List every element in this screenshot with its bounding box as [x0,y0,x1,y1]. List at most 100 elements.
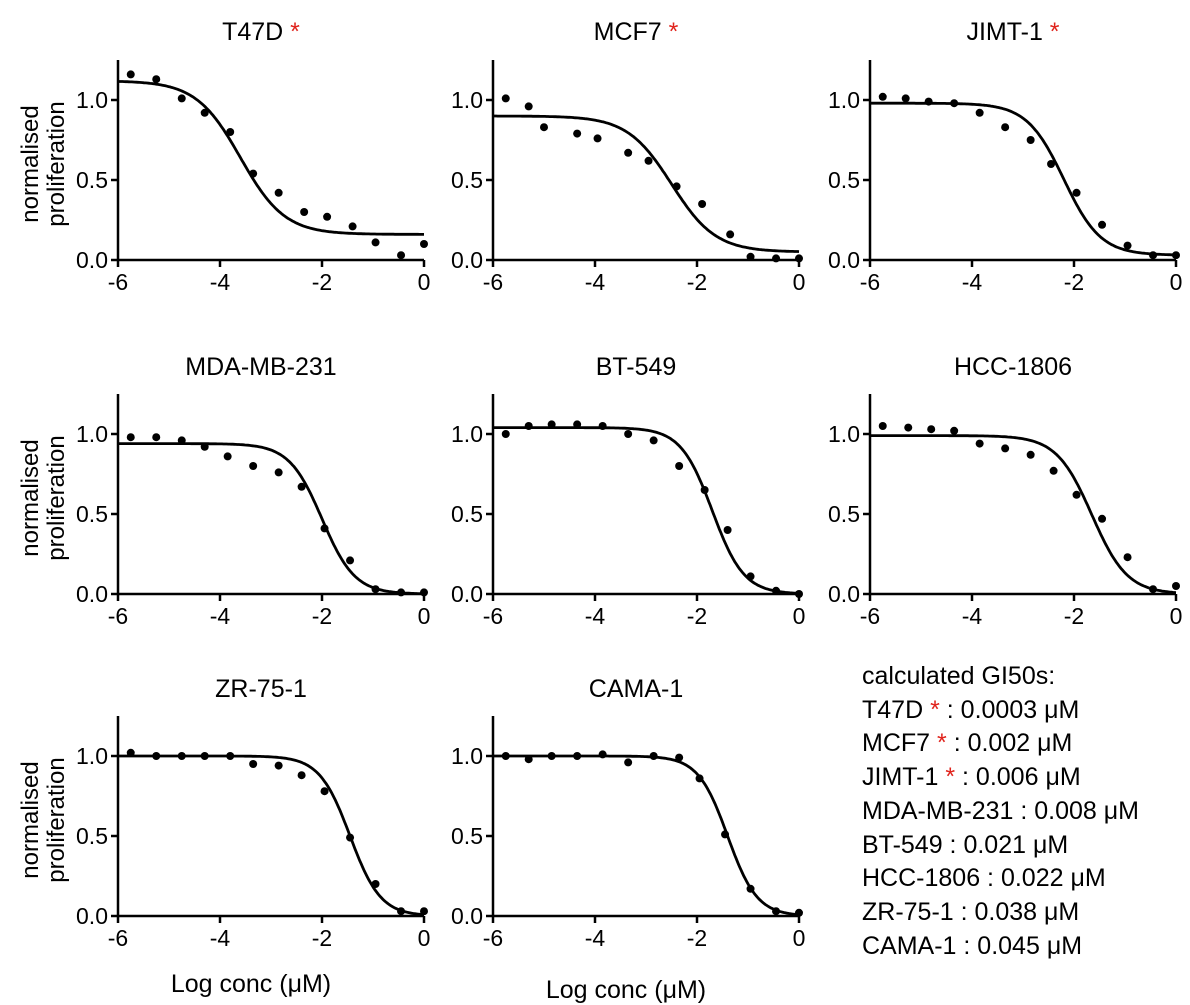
gi50-cell-line: BT-549 [862,830,943,859]
x-tick-label: -4 [585,603,606,629]
chart-title-text: BT-549 [596,353,677,381]
data-point [1047,160,1056,168]
data-point [420,240,428,248]
data-point [501,94,510,103]
x-tick-label: -6 [483,269,503,295]
data-point [924,97,933,106]
data-point [152,433,161,442]
gi50-cell-line: MCF7 [862,729,931,758]
data-point [1098,220,1107,229]
data-point [1172,582,1180,590]
x-tick-label: -4 [585,925,606,951]
data-point [249,462,258,470]
data-point [177,752,186,760]
y-tick-label: 0.5 [451,501,483,527]
data-point [371,880,380,888]
chart-title: MCF7 * [594,18,679,46]
data-point [746,252,755,261]
data-point [672,182,681,191]
gi50-value: : 0.045 μM [956,931,1083,960]
data-point [346,833,355,842]
y-tick-label: 0.0 [76,247,108,273]
x-tick-label: -6 [860,603,880,629]
data-point [927,425,936,434]
data-point [397,251,406,260]
data-point [1149,585,1158,594]
y-tick-label: 0.5 [76,167,108,193]
data-point [1098,514,1107,523]
gi50-entry: BT-549 : 0.021 μM [862,829,1139,863]
x-tick-label: -6 [483,603,503,629]
y-tick-label: 0.0 [451,903,483,929]
chart-panel: CAMA-1 -6 -4 -2 0 0.0 0.5 1.0 Log conc (μM) [451,675,805,1004]
data-point [177,436,186,445]
chart-panel: ZR-75-1 -6 -4 -2 0 0.0 0.5 1.0 normalised prolife… [17,675,430,998]
x-tick-label: 0 [418,603,431,629]
x-tick-label: -6 [860,269,880,295]
y-tick-label: 0.0 [828,247,860,273]
gi50-entry: HCC-1806 : 0.022 μM [862,862,1139,896]
data-point [675,753,684,762]
x-tick-label: -2 [312,269,332,295]
x-tick-label: -4 [210,925,231,951]
gi50-entry: ZR-75-1 : 0.038 μM [862,896,1139,930]
chart-title-text: MDA-MB-231 [185,353,336,381]
x-tick-label: 0 [793,603,806,629]
gi50-value: : 0.006 μM [955,763,1081,792]
data-point [675,462,684,470]
x-tick-label: -2 [1064,269,1084,295]
data-point [772,586,781,595]
y-tick-label: 1.0 [451,87,483,113]
fit-curve [870,434,1177,594]
data-point [795,908,803,917]
y-tick-label: 1.0 [828,87,860,113]
gi50-value: : 0.038 μM [953,897,1080,926]
significance-marker: * [1043,18,1060,46]
gi50-entry: T47D * : 0.0003 μM [862,694,1139,728]
chart-title-text: CAMA-1 [589,675,683,703]
data-point [1123,241,1132,250]
data-point [624,430,633,438]
data-point [226,128,235,136]
data-point [524,755,533,764]
data-point [249,760,258,768]
fit-curve [493,426,800,595]
data-point [348,222,357,231]
data-point [371,585,380,594]
data-point [1072,188,1081,197]
chart-title: BT-549 [596,353,677,381]
data-point [152,752,161,760]
data-point [1026,136,1035,144]
fit-curve [118,754,425,917]
data-point [320,524,329,533]
x-tick-label: -2 [312,603,332,629]
data-point [950,426,959,435]
x-tick-label: 0 [793,269,806,295]
chart-panel: MDA-MB-231 -6 -4 -2 0 0.0 0.5 1.0 normalised prol… [17,353,430,629]
data-point [524,102,533,111]
data-point [795,590,803,598]
gi50-entry: CAMA-1 : 0.045 μM [862,930,1139,964]
data-point [346,556,355,565]
data-point [274,761,283,770]
gi50-cell-line: T47D [862,695,924,724]
chart-title-text: ZR-75-1 [215,675,307,703]
x-tick-label: -6 [108,269,128,295]
data-point [371,238,380,247]
y-axis-label: proliferation [43,757,70,882]
significance-marker: * [923,695,940,724]
chart-title-text: HCC-1806 [954,353,1072,381]
data-point [878,422,887,430]
x-axis-label: Log conc (μM) [546,976,706,1004]
data-point [1026,450,1035,459]
x-tick-label: -6 [108,925,128,951]
fit-curve [118,442,424,596]
gi50-value: : 0.022 μM [980,864,1106,893]
data-point [297,771,306,780]
y-tick-label: 1.0 [451,421,483,447]
data-point [274,188,283,197]
data-point [904,423,913,432]
gi50-summary: calculated GI50s: T47D * : 0.0003 μM MCF7… [862,660,1139,963]
significance-marker: * [938,763,956,792]
data-point [1149,251,1158,260]
